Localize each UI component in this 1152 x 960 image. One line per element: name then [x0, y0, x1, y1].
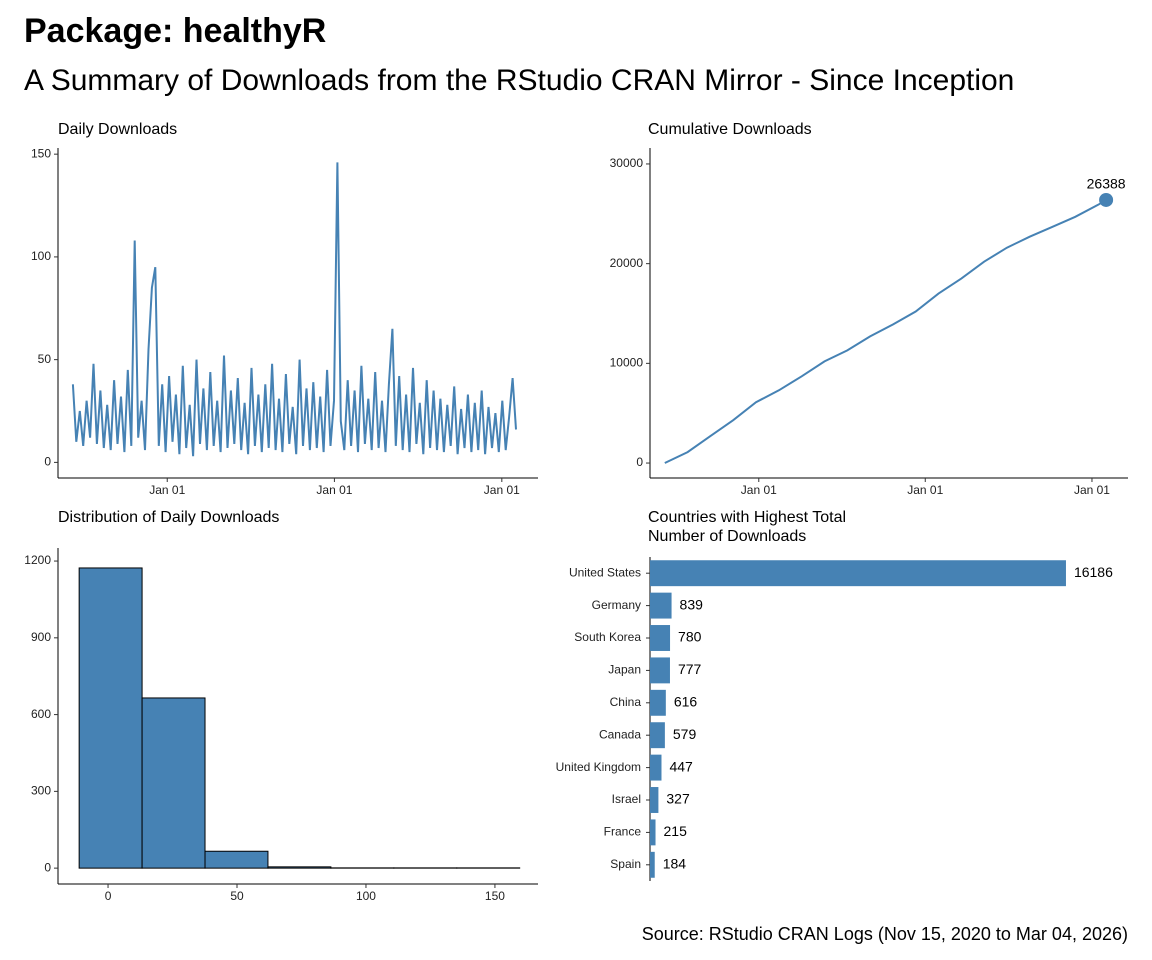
chart-title: Daily Downloads: [58, 121, 177, 138]
category-label: Japan: [608, 663, 641, 677]
bar: [650, 754, 662, 781]
x-tick-label: 150: [485, 889, 505, 903]
category-label: Spain: [610, 857, 641, 871]
y-tick-label: 0: [636, 455, 643, 469]
histogram-bar: [267, 866, 332, 869]
caption: Source: RStudio CRAN Logs (Nov 15, 2020 …: [642, 924, 1128, 944]
value-label: 447: [669, 758, 693, 774]
value-label: 579: [673, 726, 697, 742]
value-label: 16186: [1074, 564, 1113, 580]
y-tick-label: 1200: [24, 553, 51, 567]
bar: [650, 592, 672, 619]
page-subtitle: A Summary of Downloads from the RStudio …: [24, 64, 1014, 97]
category-label: Canada: [599, 727, 641, 741]
histogram-bar: [78, 567, 143, 869]
category-label: Germany: [592, 598, 641, 612]
x-tick-label: 100: [356, 889, 376, 903]
category-label: China: [610, 695, 642, 709]
chart-title: Countries with Highest Total: [648, 509, 846, 526]
x-tick-label: 50: [230, 889, 244, 903]
value-label: 327: [666, 791, 690, 807]
bar: [650, 819, 656, 846]
x-tick-label: Jan 01: [1074, 483, 1110, 497]
bar: [650, 851, 655, 878]
category-label: United States: [569, 565, 641, 579]
y-tick-label: 50: [38, 352, 52, 366]
value-label: 839: [680, 596, 704, 612]
value-label: 777: [678, 661, 702, 677]
category-label: France: [604, 825, 642, 839]
y-tick-label: 30000: [610, 156, 644, 170]
y-tick-label: 0: [44, 455, 51, 469]
histogram-bar: [141, 697, 206, 869]
chart-title: Number of Downloads: [648, 528, 806, 545]
value-label: 616: [674, 694, 698, 710]
y-tick-label: 10000: [610, 356, 644, 370]
bar: [650, 560, 1066, 587]
y-tick-label: 100: [31, 249, 51, 263]
end-point: [1099, 192, 1114, 207]
y-tick-label: 20000: [610, 256, 644, 270]
y-tick-label: 900: [31, 630, 51, 644]
bar: [650, 722, 665, 749]
y-tick-label: 600: [31, 707, 51, 721]
x-tick-label: Jan 01: [741, 483, 777, 497]
value-label: 780: [678, 629, 702, 645]
chart-title: Distribution of Daily Downloads: [58, 509, 279, 526]
histogram-bar: [204, 850, 269, 869]
x-tick-label: Jan 01: [149, 483, 185, 497]
category-label: South Korea: [574, 630, 641, 644]
bar: [650, 689, 666, 716]
category-label: Israel: [612, 792, 641, 806]
x-tick-label: 0: [105, 889, 112, 903]
line: [664, 199, 1107, 464]
x-tick-label: Jan 01: [316, 483, 352, 497]
end-label: 26388: [1087, 176, 1126, 192]
x-tick-label: Jan 01: [907, 483, 943, 497]
y-tick-label: 0: [44, 860, 51, 874]
page-title: Package: healthyR: [24, 12, 326, 50]
bar: [650, 787, 659, 813]
line: [71, 162, 517, 457]
chart-title: Cumulative Downloads: [648, 121, 812, 138]
category-label: United Kingdom: [556, 760, 641, 774]
x-tick-label: Jan 01: [484, 483, 520, 497]
value-label: 184: [663, 856, 687, 872]
bar: [650, 625, 671, 651]
y-tick-label: 300: [31, 784, 51, 798]
bar: [650, 657, 670, 684]
value-label: 215: [664, 823, 688, 839]
y-tick-label: 150: [31, 146, 51, 160]
